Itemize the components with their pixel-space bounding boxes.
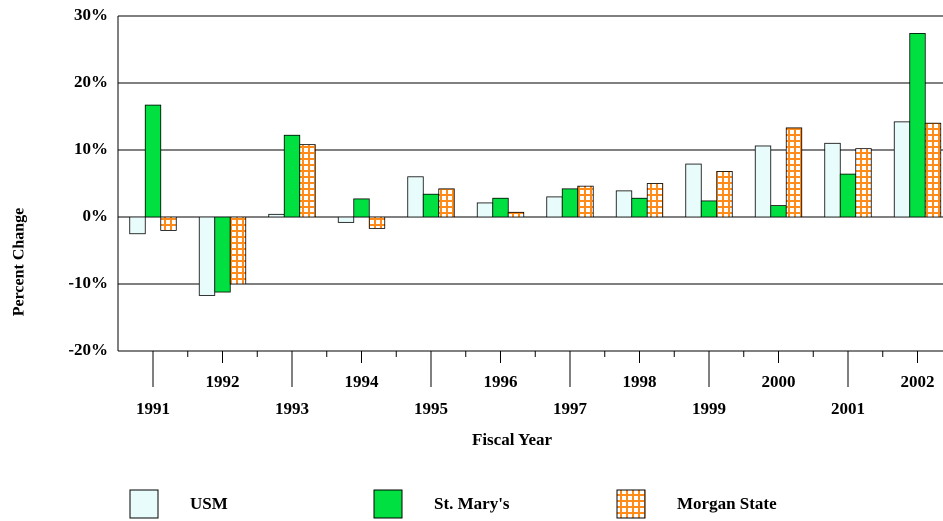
y-tick-label: 30% (74, 5, 108, 24)
bar (422, 193, 440, 218)
x-tick-label: 1997 (553, 399, 588, 418)
bar (337, 216, 355, 223)
bar (615, 190, 633, 218)
x-tick-label: 1998 (623, 372, 657, 391)
bar (214, 216, 231, 293)
bar (353, 198, 370, 218)
bar (407, 176, 424, 218)
bar (716, 171, 733, 218)
bar (924, 122, 942, 218)
bar (144, 104, 162, 218)
x-tick-label: 1992 (206, 372, 240, 391)
bar (855, 148, 872, 218)
x-tick-label: 1991 (136, 399, 170, 418)
x-tick-label: 1994 (345, 372, 380, 391)
x-tick-label: 2001 (831, 399, 865, 418)
bar (283, 134, 301, 218)
bar (160, 216, 177, 231)
y-tick-label: 10% (74, 139, 108, 158)
y-axis-label: Percent Change (11, 208, 28, 317)
bar (229, 216, 247, 285)
legend-label: USM (190, 494, 228, 513)
bar (770, 205, 787, 218)
bar (839, 173, 857, 218)
bar (909, 33, 926, 218)
bar (268, 213, 285, 218)
bar (754, 145, 772, 218)
bar (476, 202, 494, 218)
bar (785, 127, 803, 218)
bar (299, 144, 316, 218)
bar (646, 183, 664, 218)
bar (577, 185, 594, 218)
bar (507, 211, 525, 218)
y-tick-label: -10% (68, 273, 108, 292)
bar (700, 200, 718, 218)
x-tick-label: 1993 (275, 399, 309, 418)
bar (129, 216, 146, 235)
x-tick-label: 1995 (414, 399, 448, 418)
bar (893, 121, 911, 218)
x-tick-label: 1996 (484, 372, 518, 391)
legend-swatch (129, 489, 159, 519)
bar (546, 196, 563, 218)
x-axis-label: Fiscal Year (472, 430, 553, 449)
legend-label: St. Mary's (434, 494, 510, 513)
legend-swatch (373, 489, 403, 519)
x-tick-label: 2000 (762, 372, 796, 391)
bar (824, 142, 841, 218)
bar (631, 197, 648, 218)
bar (492, 197, 509, 218)
legend-swatch (616, 489, 646, 519)
legend-label: Morgan State (677, 494, 777, 513)
x-tick-label: 2002 (901, 372, 935, 391)
x-tick-label: 1999 (692, 399, 726, 418)
bar (198, 216, 216, 296)
bar (438, 188, 455, 218)
bar (561, 188, 579, 218)
bar (368, 216, 386, 229)
y-tick-label: -20% (68, 340, 108, 359)
y-tick-label: 0% (83, 206, 109, 225)
bar (685, 163, 702, 218)
y-tick-label: 20% (74, 72, 108, 91)
